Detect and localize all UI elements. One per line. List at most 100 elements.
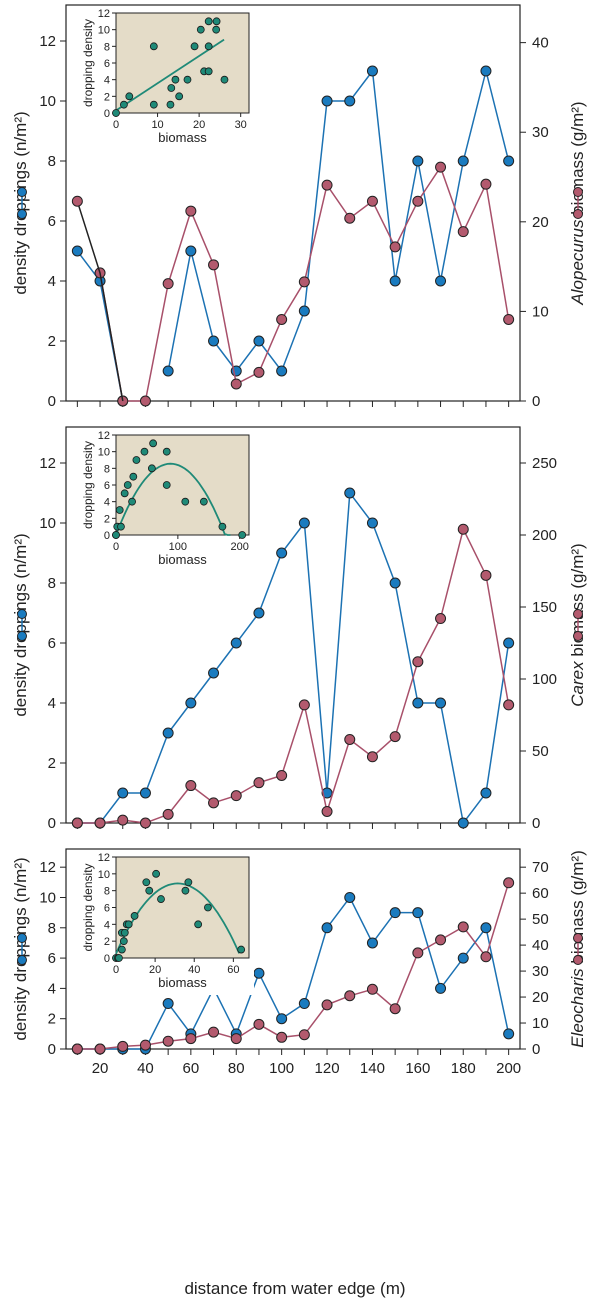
inset-y-tick-label: 12 xyxy=(98,852,110,864)
density-series-point xyxy=(389,577,401,589)
biomass-series-point xyxy=(162,1035,174,1047)
biomass-legend-glyph xyxy=(573,609,583,641)
inset-y-tick-label: 6 xyxy=(104,480,110,492)
inset-plot-area xyxy=(115,856,250,959)
x-tick-label: 160 xyxy=(405,1060,430,1077)
density-series-point xyxy=(253,607,265,619)
inset-chart: 0 2 4 6 8 10 12 0 20 40 60 biomass dropping density xyxy=(81,852,254,995)
inset-x-tick-label: 0 xyxy=(113,119,119,131)
density-series-point xyxy=(208,335,220,347)
inset-point xyxy=(119,100,128,109)
biomass-series xyxy=(94,161,515,407)
x-tick-label: 60 xyxy=(183,1060,200,1077)
inset-point xyxy=(120,928,129,937)
inset-point xyxy=(204,42,213,51)
biomass-series-point xyxy=(185,205,197,217)
y2-tick-label: 40 xyxy=(532,35,549,52)
y2-tick-label: 50 xyxy=(532,743,549,760)
density-series-point xyxy=(480,922,492,934)
inset-point xyxy=(132,456,141,464)
y2-tick-label: 70 xyxy=(532,859,549,876)
biomass-series-point xyxy=(230,378,242,390)
biomass-series-point xyxy=(298,1029,310,1041)
biomass-series-point xyxy=(208,1026,220,1038)
density-series-point xyxy=(389,275,401,287)
y2-tick-label: 20 xyxy=(532,214,549,231)
biomass-series-point xyxy=(321,805,333,817)
biomass-series-point xyxy=(276,1031,288,1043)
right-axis-title-unit: biomass (g/m²) xyxy=(568,543,587,661)
density-legend-glyph-dot xyxy=(17,631,27,641)
inset-point xyxy=(204,903,212,912)
x-tick-label: 140 xyxy=(360,1060,385,1077)
inset-y-tick-label: 0 xyxy=(104,953,110,965)
y-tick-label: 10 xyxy=(39,515,56,532)
biomass-series-point xyxy=(276,313,288,325)
inset-x-tick-label: 30 xyxy=(235,119,247,131)
inset-point xyxy=(112,531,120,539)
inset-x-tick-label: 0 xyxy=(113,964,119,976)
y2-tick-label: 40 xyxy=(532,937,549,954)
y-tick-label: 10 xyxy=(39,93,56,110)
y2-tick-label: 0 xyxy=(532,393,540,410)
left-axis-title: density droppings (n/m²) xyxy=(11,111,30,294)
inset-point xyxy=(162,447,171,456)
biomass-series-point xyxy=(139,1039,151,1051)
inset-fit-line xyxy=(115,38,225,112)
density-series-point xyxy=(185,697,197,709)
inset-point xyxy=(112,109,120,117)
inset-point xyxy=(190,42,199,51)
y-tick-label: 8 xyxy=(48,153,56,170)
density-series-point xyxy=(435,275,447,287)
y-tick-label: 8 xyxy=(48,575,56,592)
y2-tick-label: 30 xyxy=(532,963,549,980)
biomass-series-point xyxy=(253,1018,265,1030)
inset-point xyxy=(149,439,158,448)
density-series-point xyxy=(457,952,469,964)
density-series-point xyxy=(253,335,265,347)
inset-point xyxy=(145,886,154,895)
plot-frame xyxy=(65,426,521,824)
inset-point xyxy=(152,869,160,878)
inset-y-tick-label: 10 xyxy=(98,869,110,881)
density-series-point xyxy=(457,155,469,167)
left-y-axis: 0 2 4 6 8 10 12 xyxy=(39,455,66,832)
inset-point xyxy=(184,878,193,887)
y-tick-label: 0 xyxy=(48,1041,56,1058)
biomass-series-point xyxy=(366,195,378,207)
inset-point xyxy=(119,937,128,946)
x-tick-label: 100 xyxy=(269,1060,294,1077)
biomass-series-point xyxy=(117,1040,129,1052)
y-tick-label: 4 xyxy=(48,273,56,290)
density-series-point xyxy=(71,245,83,257)
biomass-series-point xyxy=(457,226,469,238)
inset-point xyxy=(175,92,184,101)
density-series-point xyxy=(321,95,333,107)
y2-tick-label: 60 xyxy=(532,885,549,902)
biomass-legend-glyph-dot xyxy=(573,631,583,641)
biomass-series-point xyxy=(71,195,83,207)
inset-point xyxy=(115,506,124,514)
density-series-point xyxy=(366,65,378,77)
biomass-series-point xyxy=(185,1033,197,1045)
biomass-series-point xyxy=(298,699,310,711)
inset-point xyxy=(117,522,125,531)
inset-y-tick-label: 4 xyxy=(104,497,110,509)
y-tick-label: 12 xyxy=(39,455,56,472)
biomass-series-point xyxy=(344,990,356,1002)
inset-point xyxy=(129,472,138,481)
left-axis-title: density droppings (n/m²) xyxy=(11,857,30,1040)
inset-point xyxy=(140,447,149,456)
inset-y-tick-label: 0 xyxy=(104,530,110,542)
inset-point xyxy=(171,75,180,84)
inset-y-tick-label: 10 xyxy=(98,447,110,459)
y2-tick-label: 250 xyxy=(532,455,557,472)
density-series-point xyxy=(139,787,151,799)
biomass-legend-glyph-dot xyxy=(573,609,583,619)
inset-x-tick-label: 100 xyxy=(169,541,187,553)
density-series-point xyxy=(162,998,174,1010)
inset-point xyxy=(147,464,156,473)
inset-y-tick-label: 8 xyxy=(104,886,110,898)
biomass-series-point xyxy=(503,699,515,711)
